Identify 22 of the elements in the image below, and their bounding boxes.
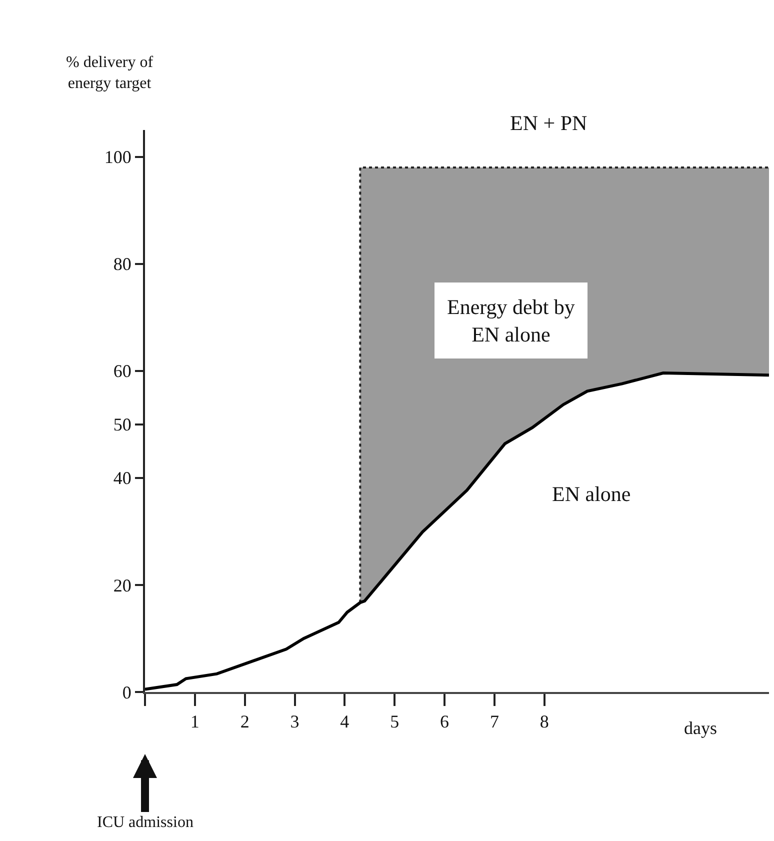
annotation: Energy debt by EN alone: [447, 295, 576, 346]
x-tick-label: 4: [340, 712, 350, 732]
x-tick-label: 1: [190, 712, 200, 732]
x-tick-label: 8: [540, 712, 549, 732]
y-axis-title: % delivery of energy target: [66, 54, 154, 92]
text: ICU admission: [97, 814, 194, 831]
line-series: [145, 372, 769, 691]
x-axis-title: days: [684, 718, 717, 738]
y-tick-label: 80: [113, 254, 132, 274]
x-tick-label: 5: [390, 712, 400, 732]
y-tick-label: 40: [113, 468, 132, 488]
x-tick-label: 3: [290, 712, 300, 732]
y-tick-label: 100: [104, 147, 132, 168]
y-tick-label: 50: [113, 414, 132, 435]
annotation: EN alone: [552, 482, 631, 506]
y-tick-label: 60: [113, 361, 132, 382]
annotation: EN + PN: [510, 111, 588, 135]
x-tick-label: 7: [490, 712, 499, 732]
y-tick-label: 20: [113, 575, 132, 596]
y-tick-label: 0: [122, 682, 132, 702]
x-tick-label: 2: [240, 712, 250, 732]
x-tick-label: 6: [440, 712, 450, 732]
